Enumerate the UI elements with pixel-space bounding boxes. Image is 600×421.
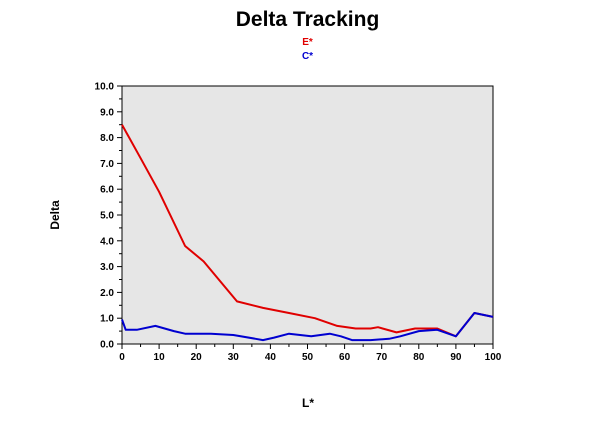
y-tick-label: 9.0: [100, 107, 114, 118]
y-tick-label: 6.0: [100, 185, 114, 196]
x-tick-label: 70: [376, 352, 388, 363]
y-tick-label: 8.0: [100, 133, 114, 144]
series-layer: [121, 124, 494, 342]
y-tick-label: 5.0: [100, 211, 114, 222]
y-tick-label: 10.0: [95, 82, 115, 93]
x-tick-label: 0: [119, 352, 125, 363]
x-tick-label: 100: [485, 352, 502, 363]
x-axis-label: L*: [302, 396, 314, 410]
y-tick-label: 2.0: [100, 288, 114, 299]
legend-entry-c: C*: [301, 51, 314, 62]
x-tick-label: 40: [265, 352, 277, 363]
y-tick-label: 7.0: [100, 159, 114, 170]
series-line-c: [121, 312, 494, 342]
y-tick-label: 4.0: [100, 236, 114, 247]
x-tick-label: 90: [450, 352, 462, 363]
y-tick-label: 0.0: [100, 340, 114, 351]
x-tick-label: 50: [302, 352, 314, 363]
x-tick-label: 30: [228, 352, 240, 363]
x-tick-label: 10: [154, 352, 166, 363]
x-tick-label: 60: [339, 352, 351, 363]
y-tick-label: 1.0: [100, 314, 114, 325]
plot-area: [121, 85, 494, 345]
legend-entry-e: E*: [302, 37, 313, 48]
x-tick-label: 80: [413, 352, 425, 363]
chart-title: Delta Tracking: [235, 8, 380, 31]
y-tick-label: 3.0: [100, 262, 114, 273]
series-line-e: [121, 124, 494, 338]
x-tick-label: 20: [191, 352, 203, 363]
axis-ticks: 0.0 1.0 2.0 3.0 4.0 5.0 6.0 7.0 8.0 9.0 10.0 0 10 20 3…: [95, 82, 502, 364]
